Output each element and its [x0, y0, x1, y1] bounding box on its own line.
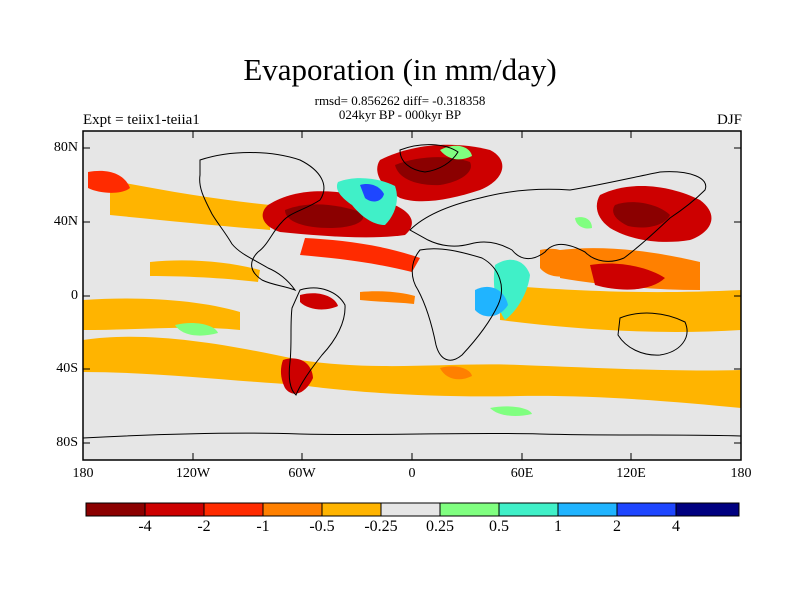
lon-label-60w: 60W — [288, 466, 316, 481]
colorbar-label: -0.5 — [309, 518, 335, 535]
colorbar-label: -1 — [256, 518, 270, 535]
coastline-antarctica — [82, 432, 742, 439]
field-patch — [490, 406, 532, 416]
lat-label-40s: 40S — [56, 361, 78, 376]
field-patch — [360, 291, 415, 304]
field-patch — [285, 204, 364, 228]
plot-title: Evaporation (in mm/day) — [243, 52, 557, 87]
field-patch — [590, 263, 665, 290]
colorbar-label: 0.25 — [426, 518, 454, 535]
coastline-north-america — [199, 152, 325, 292]
map-ticks — [82, 131, 742, 460]
lon-label-120e: 120E — [616, 466, 646, 481]
colorbar-box-10 — [675, 502, 740, 517]
field-patch — [88, 170, 130, 193]
field-patch — [440, 145, 472, 160]
field-patch — [540, 248, 580, 277]
field-patch — [395, 157, 471, 186]
field-patch — [110, 180, 270, 230]
colorbar-label: -2 — [197, 518, 211, 535]
colorbar-box-5 — [380, 502, 441, 517]
field-patch — [336, 178, 397, 225]
field-patch — [440, 366, 472, 380]
field-patch — [475, 286, 508, 317]
map-panel — [82, 130, 742, 461]
field-patch — [83, 298, 240, 330]
lat-label-40n: 40N — [53, 214, 78, 229]
lat-label-0: 0 — [71, 288, 78, 303]
coastline-africa — [411, 248, 502, 361]
season-label: DJF — [716, 112, 742, 128]
field-patch — [83, 336, 741, 408]
colorbar-box-0 — [85, 502, 146, 517]
colorbar-label: -0.25 — [364, 518, 398, 535]
colorbar — [85, 502, 740, 517]
colorbar-label: -4 — [138, 518, 152, 535]
field-patch — [175, 322, 218, 336]
coastline-eurasia — [409, 171, 707, 262]
colorbar-label: 4 — [672, 518, 680, 535]
colorbar-box-3 — [262, 502, 323, 517]
coastline-greenland — [399, 144, 459, 173]
coastlines — [82, 144, 742, 439]
field-patch — [360, 184, 384, 202]
colorbar-box-7 — [498, 502, 559, 517]
colorbar-label: 2 — [613, 518, 621, 535]
lat-label-80s: 80S — [56, 435, 78, 450]
stats-text: rmsd= 0.856262 diff= -0.318358 024kyr BP… — [0, 94, 800, 122]
colorbar-label: 0.5 — [489, 518, 509, 535]
field-patch — [150, 260, 260, 282]
stats-line-2: 024kyr BP - 000kyr BP — [338, 107, 462, 122]
colorbar-box-4 — [321, 502, 382, 517]
coastline-south-america — [288, 287, 346, 396]
lon-label-180w: 180 — [72, 466, 94, 481]
field-patch — [300, 293, 338, 310]
colorbar-label: 1 — [554, 518, 562, 535]
colorbar-box-6 — [439, 502, 500, 517]
lon-label-120w: 120W — [175, 466, 211, 481]
field-patch — [613, 202, 670, 228]
lon-label-180e: 180 — [730, 466, 752, 481]
colorbar-box-1 — [144, 502, 205, 517]
colorbar-box-2 — [203, 502, 264, 517]
stats-line-1: rmsd= 0.856262 diff= -0.318358 — [314, 93, 486, 108]
lon-label-0: 0 — [408, 466, 416, 481]
colorbar-box-8 — [557, 502, 618, 517]
colorbar-box-9 — [616, 502, 677, 517]
coastline-australia — [617, 312, 688, 356]
lon-label-60e: 60E — [510, 466, 534, 481]
experiment-label: Expt = teiix1-teiia1 — [83, 112, 200, 128]
lat-label-80n: 80N — [53, 140, 78, 155]
field-patch — [575, 217, 592, 229]
field-patch — [300, 238, 420, 272]
